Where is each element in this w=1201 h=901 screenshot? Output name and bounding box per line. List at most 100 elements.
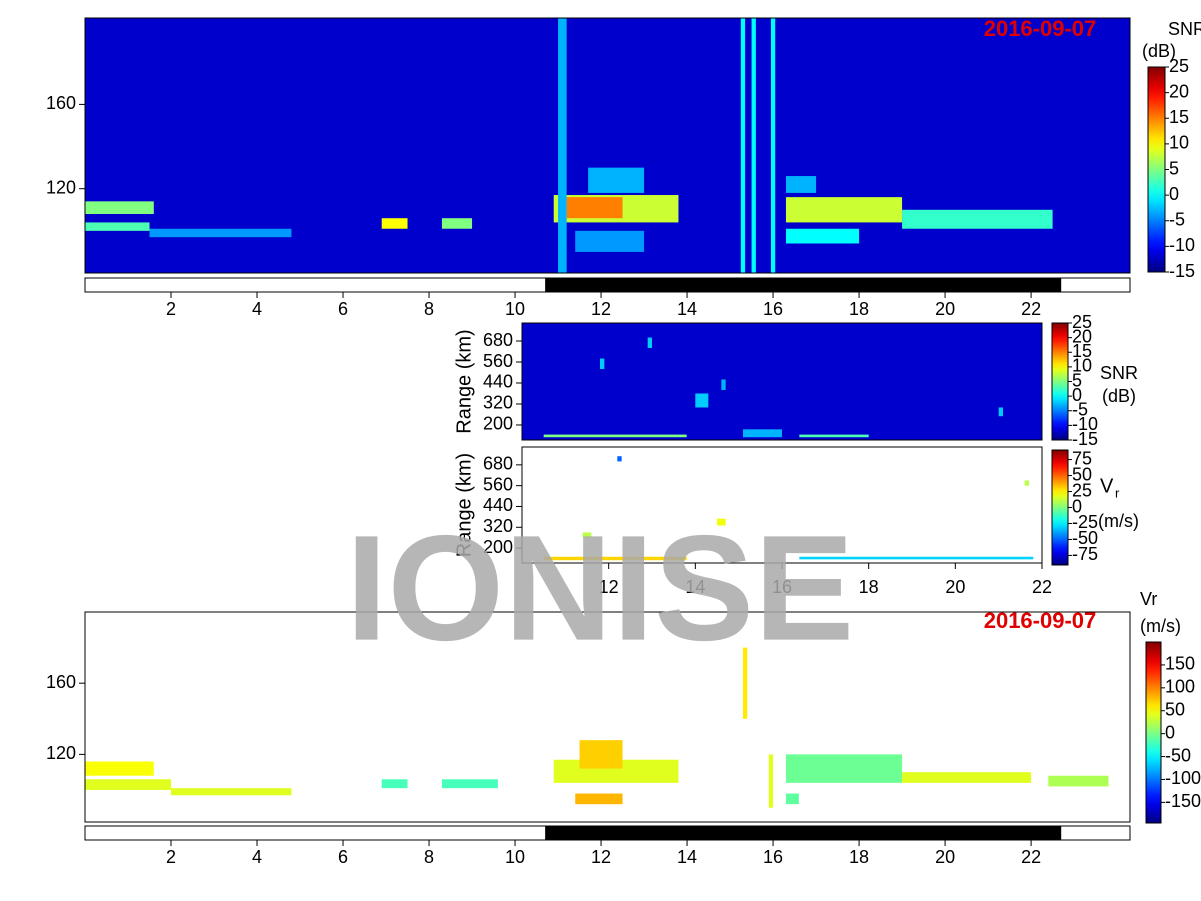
x-tick-label: 2 [166, 847, 176, 867]
x-tick-label: 10 [505, 299, 525, 319]
heatmap-cell [785, 197, 903, 223]
heatmap-cell [902, 209, 1053, 229]
colorbar-tick-label: 0 [1165, 722, 1175, 742]
colorbar-tick-label: -75 [1072, 544, 1098, 564]
colorbar-tick-label: 20 [1169, 81, 1189, 101]
cells [543, 456, 1034, 561]
colorbar-tick-label: 150 [1165, 654, 1195, 674]
y-tick-label: 200 [483, 414, 513, 434]
colorbar-tick-label: -10 [1169, 235, 1195, 255]
colorbar-label: SNR [1100, 363, 1138, 383]
colorbar-tick-label: -5 [1072, 400, 1088, 420]
heatmap-cell [1048, 775, 1109, 787]
y-tick-label: 320 [483, 516, 513, 536]
heatmap-cell [575, 793, 623, 805]
colorbar-tick-label: -50 [1165, 745, 1191, 765]
colorbar-tick-label: 100 [1165, 677, 1195, 697]
x-tick-label: 2 [166, 299, 176, 319]
heatmap-cell [770, 18, 776, 273]
heatmap-cell [785, 176, 817, 193]
x-tick-label: 18 [859, 577, 879, 597]
y-tick-label: 160 [46, 93, 76, 113]
y-tick-label: 320 [483, 393, 513, 413]
colorbar-tick-label: -25 [1072, 512, 1098, 532]
y-tick-label: 440 [483, 495, 513, 515]
colorbar-tick-label: 10 [1169, 133, 1189, 153]
colorbar-tick-label: 10 [1072, 356, 1092, 376]
colorbar-tick-label: 0 [1072, 385, 1082, 405]
x-tick-label: 4 [252, 847, 262, 867]
colorbar-label: (m/s) [1140, 616, 1181, 636]
x-tick-label: 8 [424, 299, 434, 319]
x-tick-label: 20 [935, 847, 955, 867]
colorbar-label: (dB) [1142, 41, 1176, 61]
colorbar-tick-label: -150 [1165, 791, 1201, 811]
watermark: IONISE [346, 504, 854, 672]
heatmap-cell [575, 230, 645, 252]
x-tick-label: 16 [763, 299, 783, 319]
y-tick-label: 120 [46, 177, 76, 197]
x-tick-label: 12 [599, 577, 619, 597]
heatmap-cell [785, 228, 860, 244]
colorbar [1051, 322, 1069, 441]
x-tick-label: 14 [677, 299, 697, 319]
heatmap-cell [558, 18, 567, 273]
x-tick-label: 22 [1021, 299, 1041, 319]
heatmap-cell [998, 407, 1003, 417]
x-tick-label: 10 [505, 847, 525, 867]
colorbar-tick-label: 50 [1165, 699, 1185, 719]
heatmap-cell [381, 218, 408, 229]
colorbar-tick-label: -50 [1072, 528, 1098, 548]
colorbar-tick-label: -15 [1169, 261, 1195, 281]
cells [522, 323, 1042, 440]
colorbar-label: (m/s) [1098, 511, 1139, 531]
plot-frame [84, 611, 1131, 823]
x-tick-label: 6 [338, 847, 348, 867]
heatmap-cell [743, 429, 782, 438]
colorbar-tick-label: 25 [1072, 480, 1092, 500]
heatmap-cell [1024, 480, 1029, 486]
colorbar-tick-label: 0 [1072, 496, 1082, 516]
night-span [545, 278, 1062, 292]
x-tick-label: 8 [424, 847, 434, 867]
colorbar-tick-label: 50 [1072, 464, 1092, 484]
heatmap-cell [566, 197, 623, 219]
heatmap-cell [588, 167, 645, 193]
cells [85, 18, 1130, 273]
colorbar-tick-label: -10 [1072, 414, 1098, 434]
colorbar-tick-label: 5 [1072, 370, 1082, 390]
colorbar-label: (dB) [1102, 386, 1136, 406]
colorbar-tick-label: 5 [1169, 158, 1179, 178]
y-tick-label: 200 [483, 537, 513, 557]
colorbar-tick-label: 20 [1072, 326, 1092, 346]
date-label: 2016-09-07 [984, 16, 1097, 41]
heatmap-cell [579, 740, 623, 769]
x-tick-label: 14 [677, 847, 697, 867]
y-tick-label: 160 [46, 672, 76, 692]
plot-frame [84, 17, 1131, 274]
y-tick-label: 560 [483, 351, 513, 371]
x-tick-label: 12 [591, 299, 611, 319]
x-tick-label: 18 [849, 299, 869, 319]
x-tick-label: 12 [591, 847, 611, 867]
heatmap-cell [171, 788, 292, 796]
colorbar-label: Vr [1140, 589, 1157, 609]
heatmap-cell [695, 393, 709, 408]
date-label: 2016-09-07 [984, 608, 1097, 633]
heatmap-cell [617, 456, 622, 462]
panel: 120 160 2 4 6 8 10 12 14 16 18 20 22 2016-09-07 150 100… [46, 589, 1201, 867]
heatmap-cell [441, 218, 473, 229]
y-tick-label: 440 [483, 372, 513, 392]
y-tick-label: 120 [46, 743, 76, 763]
x-tick-label: 22 [1021, 847, 1041, 867]
colorbar-tick-label: 25 [1072, 312, 1092, 332]
y-axis-label: Range (km) [453, 329, 475, 433]
y-tick-label: 680 [483, 330, 513, 350]
heatmap-cell [582, 532, 592, 538]
x-tick-label: 22 [1032, 577, 1052, 597]
x-tick-label: 20 [935, 299, 955, 319]
heatmap-cell [751, 18, 756, 273]
